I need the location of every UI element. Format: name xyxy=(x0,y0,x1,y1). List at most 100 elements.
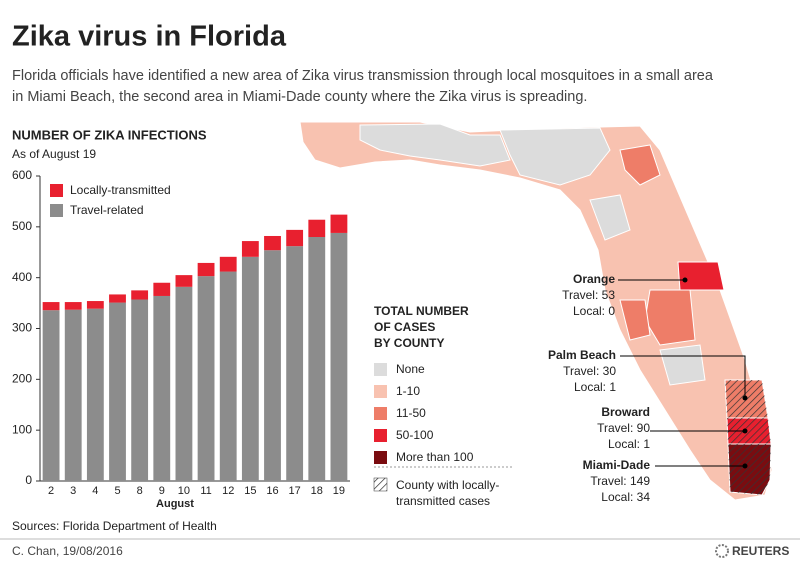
legend-label: Locally-transmitted xyxy=(70,183,171,197)
map-legend-title: BY COUNTY xyxy=(374,336,444,350)
bar-segment xyxy=(86,308,104,481)
x-tick-label: 19 xyxy=(333,485,345,497)
region xyxy=(499,127,611,186)
logo: REUTERS xyxy=(732,544,789,558)
hatch xyxy=(728,444,771,495)
x-tick-label: 12 xyxy=(222,485,234,497)
y-tick-label: 400 xyxy=(12,270,32,284)
bar-segment xyxy=(175,286,193,481)
bar-segment xyxy=(286,246,304,481)
x-tick-label: 16 xyxy=(266,485,278,497)
hatch-note: transmitted cases xyxy=(396,494,490,508)
legend-swatch xyxy=(50,204,63,217)
map-legend-title: TOTAL NUMBER xyxy=(374,304,469,318)
map-legend-title: OF CASES xyxy=(374,320,435,334)
y-tick-label: 500 xyxy=(12,219,32,233)
map-legend-swatch xyxy=(374,407,387,420)
callout-name: Broward xyxy=(601,405,650,419)
x-tick-label: 4 xyxy=(92,485,98,497)
bar-segment xyxy=(109,302,126,481)
map-legend-label: 50-100 xyxy=(396,428,434,442)
legend-label: Travel-related xyxy=(70,203,144,217)
y-tick-label: 0 xyxy=(25,473,32,487)
x-tick-label: 17 xyxy=(289,485,301,497)
bar-segment xyxy=(241,256,259,481)
callout-name: Orange xyxy=(573,272,615,286)
bar-segment xyxy=(264,235,281,251)
hatch-swatch xyxy=(373,477,388,492)
y-tick-label: 100 xyxy=(12,422,32,436)
region xyxy=(619,144,661,186)
callout-name: Palm Beach xyxy=(548,348,616,362)
bar-segment xyxy=(308,237,326,481)
logo-mark xyxy=(715,544,729,558)
bar-segment xyxy=(197,276,215,481)
x-tick-label: 15 xyxy=(244,485,256,497)
bar-segment xyxy=(330,214,348,233)
bar-segment xyxy=(153,282,171,296)
map-legend-swatch xyxy=(374,385,387,398)
subtitle: in Miami Beach, the second area in Miami… xyxy=(12,89,587,105)
y-tick-label: 300 xyxy=(12,321,32,335)
map-legend-label: None xyxy=(396,362,425,376)
credit: C. Chan, 19/08/2016 xyxy=(12,544,123,558)
callout-line: Local: 0 xyxy=(573,304,615,318)
x-tick-label: 2 xyxy=(48,485,54,497)
pointer-line xyxy=(620,355,746,398)
hatch-note: County with locally- xyxy=(396,478,499,492)
region xyxy=(359,123,511,167)
hatch xyxy=(727,418,771,444)
florida-map xyxy=(299,121,773,501)
bar-segment xyxy=(175,275,193,287)
bar-segment xyxy=(42,310,60,481)
x-tick-label: 18 xyxy=(311,485,323,497)
bar-segment xyxy=(64,309,82,481)
bar-segment xyxy=(131,290,149,300)
bar-segment xyxy=(86,301,104,309)
map-legend-swatch xyxy=(374,429,387,442)
y-tick-label: 200 xyxy=(12,372,32,386)
bar-segment xyxy=(153,295,171,481)
map-legend-label: 1-10 xyxy=(396,384,420,398)
callout-name: Miami-Dade xyxy=(583,458,651,472)
bar-segment xyxy=(264,250,281,481)
map-legend-label: 11-50 xyxy=(396,406,426,420)
legend-swatch xyxy=(50,184,63,197)
region xyxy=(659,344,706,386)
callout-line: Travel: 90 xyxy=(597,421,650,435)
source: Sources: Florida Department of Health xyxy=(12,519,217,533)
map-legend-swatch xyxy=(374,363,387,376)
bar-segment xyxy=(330,232,348,481)
orange-county xyxy=(677,261,725,291)
bar-segment xyxy=(286,229,304,247)
x-tick-label: 8 xyxy=(137,485,143,497)
callout-line: Local: 1 xyxy=(574,380,616,394)
callout-line: Local: 34 xyxy=(601,490,650,504)
callout-line: Travel: 30 xyxy=(563,364,616,378)
title: Zika virus in Florida xyxy=(12,21,287,53)
chart-title: NUMBER OF ZIKA INFECTIONS xyxy=(12,127,207,142)
bar-segment xyxy=(42,302,60,311)
bar-segment xyxy=(109,294,126,303)
bar-segment xyxy=(197,262,215,277)
bar-segment xyxy=(308,219,326,237)
bar-segment xyxy=(241,241,259,257)
x-tick-label: 3 xyxy=(70,485,76,497)
bar-segment xyxy=(219,256,237,272)
x-tick-label: 9 xyxy=(159,485,165,497)
map-legend-label: More than 100 xyxy=(396,450,474,464)
bar-segment xyxy=(219,271,237,481)
callout-line: Travel: 149 xyxy=(590,474,650,488)
chart-subtitle: As of August 19 xyxy=(12,147,96,161)
subtitle: Florida officials have identified a new … xyxy=(12,68,714,84)
x-tick-label: 11 xyxy=(200,485,211,497)
region xyxy=(619,299,651,341)
callout-line: Local: 1 xyxy=(608,437,650,451)
state-shape xyxy=(299,121,773,501)
map-legend-swatch xyxy=(374,451,387,464)
x-axis-label: August xyxy=(156,498,194,510)
x-tick-label: 10 xyxy=(178,485,190,497)
region xyxy=(589,194,631,241)
x-tick-label: 5 xyxy=(114,485,120,497)
